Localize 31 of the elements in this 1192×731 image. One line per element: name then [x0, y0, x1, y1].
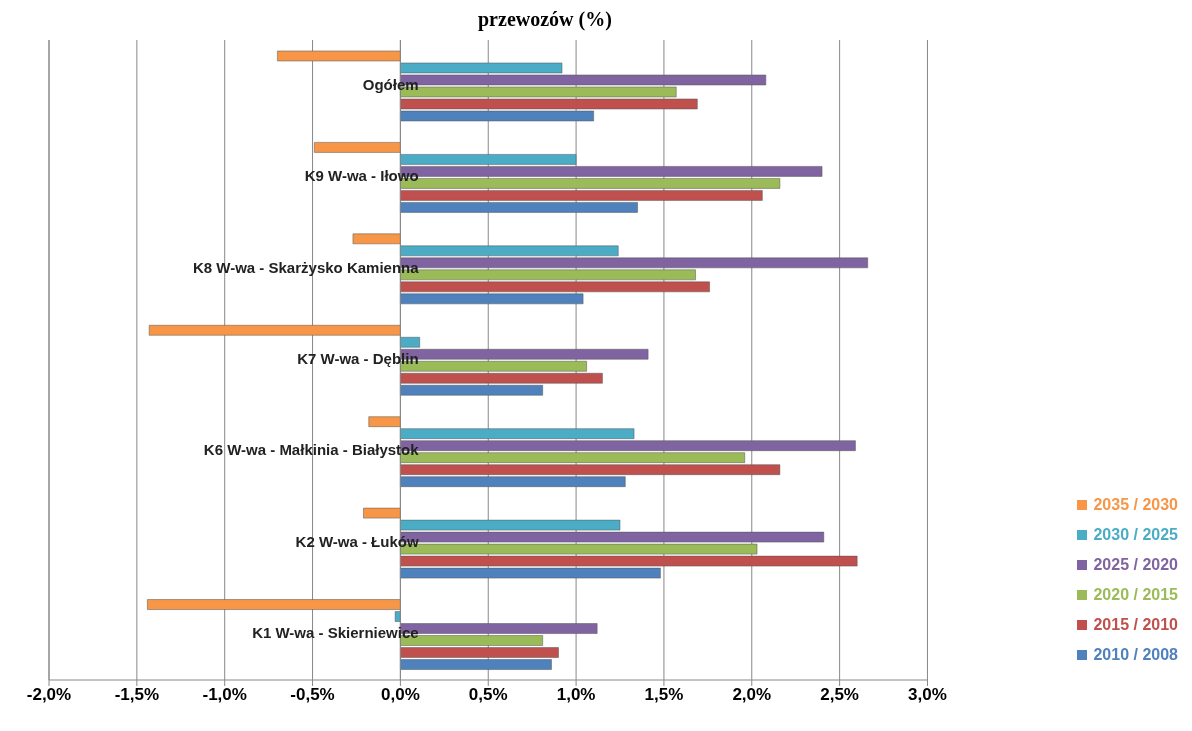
y-tick-label: K2 W-wa - Łuków — [295, 532, 419, 550]
x-tick-label: 2,0% — [732, 685, 772, 705]
x-tick-label: 1,5% — [644, 685, 684, 705]
y-tick-label: K1 W-wa - Skierniewice — [252, 624, 419, 642]
bar — [363, 507, 401, 519]
legend-label: 2035 / 2030 — [1093, 495, 1178, 515]
legend-label: 2015 / 2010 — [1093, 615, 1178, 635]
x-tick-label: 0,5% — [468, 685, 508, 705]
x-tick-label: 3,0% — [908, 685, 947, 705]
bar — [148, 325, 401, 336]
bar — [277, 50, 401, 62]
chart-title: przewozów (%) — [477, 8, 613, 30]
y-tick-label: K6 W-wa - Małkinia - Białystok — [203, 441, 420, 459]
x-tick-label: -1,0% — [202, 685, 247, 705]
y-tick-label: K9 W-wa - Iłowo — [304, 167, 419, 185]
x-tick-label: 1,0% — [556, 685, 596, 705]
legend-label: 2030 / 2025 — [1093, 525, 1178, 545]
bar — [314, 142, 401, 153]
legend-label: 2025 / 2020 — [1093, 555, 1178, 575]
bar — [368, 416, 401, 427]
bar — [352, 233, 401, 245]
x-tick-label: -1,5% — [114, 685, 160, 705]
y-tick-label: K7 W-wa - Dęblin — [297, 350, 419, 367]
y-tick-label: K8 W-wa - Skarżysko Kamienna — [192, 258, 420, 276]
x-tick-label: -2,0% — [26, 685, 72, 705]
x-tick-label: 0,0% — [381, 685, 420, 705]
x-tick-label: 2,5% — [820, 685, 859, 705]
y-tick-label: Ogółem — [362, 75, 419, 93]
x-tick-label: -0,5% — [290, 685, 335, 705]
legend-label: 2020 / 2015 — [1093, 585, 1178, 605]
legend-label: 2010 / 2008 — [1093, 645, 1178, 665]
